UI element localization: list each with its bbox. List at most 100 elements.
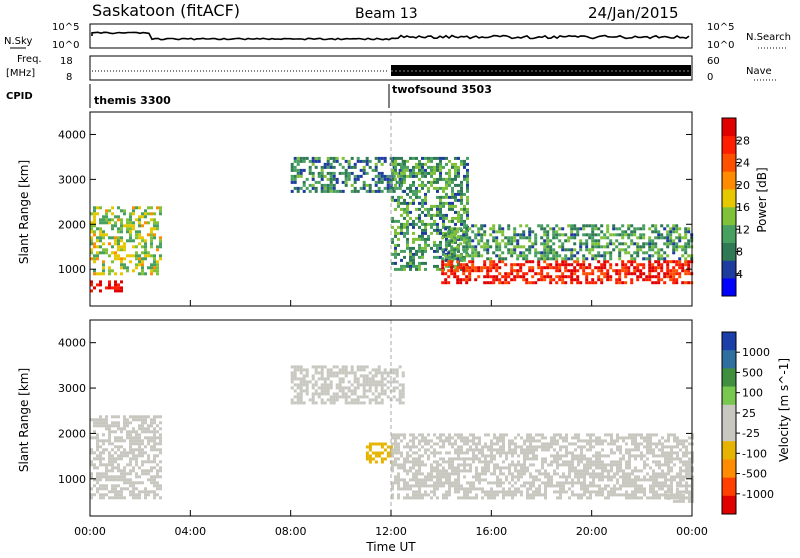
power-cell: [427, 210, 430, 214]
power-cell: [654, 227, 658, 231]
velocity-cell: [553, 469, 556, 473]
power-cell: [123, 257, 126, 261]
power-cell: [615, 272, 619, 276]
velocity-cell: [362, 383, 366, 387]
velocity-cell: [466, 490, 469, 494]
velocity-cell: [556, 496, 559, 500]
velocity-cell: [523, 466, 526, 470]
power-cell: [293, 174, 297, 178]
power-cell: [90, 242, 93, 246]
velocity-cell: [511, 439, 514, 443]
power-cell: [534, 242, 538, 246]
power-cell: [675, 236, 679, 240]
velocity-cell: [664, 481, 667, 485]
velocity-cell: [514, 481, 517, 485]
velocity-cell: [418, 457, 421, 461]
velocity-cell: [368, 454, 372, 458]
power-cell: [672, 275, 676, 279]
power-cell: [105, 286, 108, 290]
power-cell: [522, 230, 526, 234]
velocity-cell: [418, 472, 421, 476]
power-cell: [120, 263, 123, 267]
power-cell: [454, 195, 457, 199]
velocity-cell: [469, 457, 472, 461]
power-cell: [543, 254, 547, 258]
velocity-cell: [571, 481, 574, 485]
power-cell: [400, 171, 403, 175]
power-cell: [391, 216, 394, 220]
velocity-cell: [90, 436, 93, 440]
velocity-cell: [496, 481, 499, 485]
power-cell: [552, 233, 556, 237]
power-cell: [645, 242, 649, 246]
power-cell: [424, 192, 427, 196]
velocity-cell: [377, 442, 381, 446]
velocity-cell: [655, 460, 658, 464]
velocity-cell: [141, 451, 144, 455]
power-cell: [546, 230, 550, 234]
velocity-cell: [365, 380, 369, 384]
velocity-cell: [631, 472, 634, 476]
power-cell: [126, 230, 129, 234]
velocity-cell: [538, 433, 541, 437]
velocity-cell: [120, 457, 123, 461]
power-cell: [672, 272, 676, 276]
velocity-cell: [427, 448, 430, 452]
velocity-cell: [472, 496, 475, 500]
power-cell: [421, 204, 424, 208]
power-cell: [406, 174, 409, 178]
velocity-cell: [466, 442, 469, 446]
power-cell: [135, 263, 138, 267]
power-cell: [314, 186, 318, 190]
velocity-cell: [517, 487, 520, 491]
power-cell: [90, 224, 93, 228]
power-cell: [93, 221, 96, 225]
velocity-cell: [484, 466, 487, 470]
power-cell: [564, 275, 568, 279]
power-cell: [111, 236, 114, 240]
power-cell: [332, 156, 336, 160]
velocity-cell: [619, 457, 622, 461]
nsearch-tick-bottom: 10^0: [707, 40, 734, 51]
velocity-cell: [377, 392, 381, 396]
velocity-cell: [475, 445, 478, 449]
power-cell: [293, 156, 297, 160]
velocity-cell: [153, 490, 156, 494]
power-cell: [564, 239, 568, 243]
velocity-cell: [469, 484, 472, 488]
velocity-cell: [679, 442, 682, 446]
velocity-cell: [595, 484, 598, 488]
velocity-cell: [646, 439, 649, 443]
velocity-cell: [646, 451, 649, 455]
power-cell: [451, 189, 454, 193]
velocity-cell: [397, 445, 400, 449]
power-cell: [546, 248, 550, 252]
power-cell: [403, 225, 406, 229]
power-cell: [600, 278, 604, 282]
power-cell: [421, 186, 424, 190]
power-cell: [126, 227, 129, 231]
power-cell: [397, 162, 400, 166]
velocity-cell: [553, 439, 556, 443]
velocity-cell: [159, 436, 162, 440]
velocity-cell: [628, 457, 631, 461]
velocity-cell: [496, 490, 499, 494]
velocity-cell: [439, 457, 442, 461]
power-cell: [672, 242, 676, 246]
power-cell: [141, 236, 144, 240]
velocity-cell: [96, 442, 99, 446]
velocity-cell: [508, 442, 511, 446]
power-cell: [123, 224, 126, 228]
power-cell: [105, 251, 108, 255]
power-cell: [293, 180, 297, 184]
power-cell: [636, 278, 640, 282]
power-cell: [468, 269, 472, 273]
power-cell: [371, 177, 375, 181]
power-cell: [501, 275, 505, 279]
velocity-cell: [613, 484, 616, 488]
power-cell: [400, 195, 403, 199]
power-cell: [600, 230, 604, 234]
velocity-cell: [616, 445, 619, 449]
power-cell: [391, 237, 394, 241]
power-cell: [445, 255, 448, 259]
